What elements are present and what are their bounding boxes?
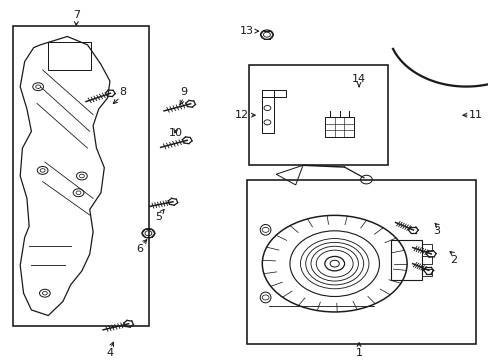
- Bar: [249, 65, 387, 165]
- Text: 13: 13: [240, 26, 253, 36]
- Text: 1: 1: [355, 348, 362, 358]
- Text: 2: 2: [449, 255, 457, 265]
- Text: 14: 14: [351, 75, 366, 84]
- Bar: [422, 244, 431, 251]
- Bar: [325, 117, 353, 137]
- Bar: [261, 90, 273, 133]
- Text: 3: 3: [433, 226, 440, 237]
- Bar: [422, 256, 431, 264]
- Text: 10: 10: [169, 128, 183, 138]
- Bar: [13, 26, 149, 326]
- Text: 7: 7: [73, 10, 80, 20]
- Bar: [261, 90, 285, 97]
- Text: 6: 6: [136, 244, 143, 255]
- Text: 4: 4: [106, 348, 114, 358]
- Text: 11: 11: [468, 110, 482, 120]
- Bar: [246, 180, 475, 344]
- Text: 5: 5: [155, 212, 163, 222]
- Bar: [422, 269, 431, 276]
- Text: 9: 9: [180, 87, 187, 97]
- Text: 8: 8: [119, 87, 126, 97]
- Text: 12: 12: [235, 110, 248, 120]
- Bar: [48, 42, 91, 70]
- Bar: [390, 240, 422, 280]
